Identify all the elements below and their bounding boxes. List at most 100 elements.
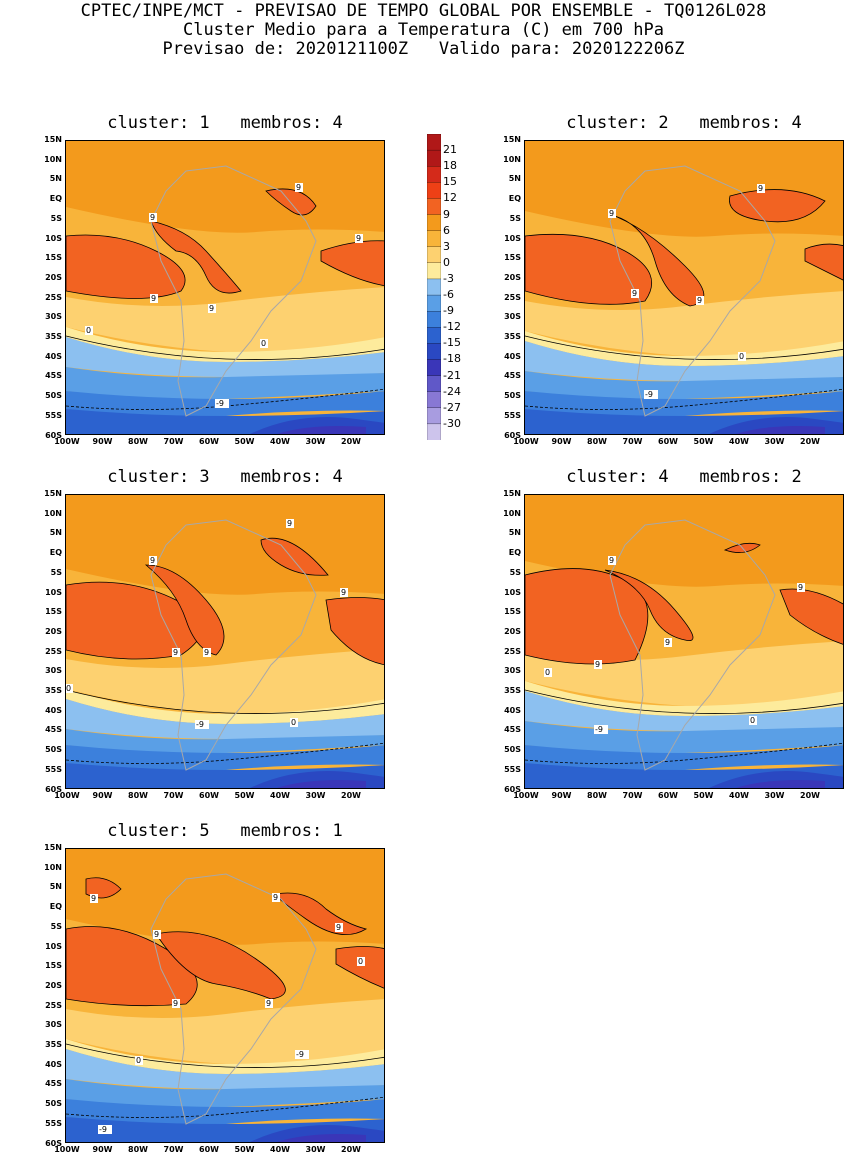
contour-label: 9 — [355, 234, 363, 243]
lat-label: 15N — [44, 135, 62, 144]
colorbar-label: -6 — [443, 288, 454, 302]
shaded-band — [66, 649, 384, 715]
lat-label: 15S — [45, 961, 62, 971]
lat-label: 5S — [509, 213, 521, 223]
lon-label: 20W — [341, 1145, 361, 1154]
lon-label: 60W — [199, 1145, 219, 1154]
lat-label: 10S — [45, 941, 62, 951]
lat-label: 60S — [45, 784, 62, 794]
warm-region-9 — [320, 240, 384, 287]
lat-label: 10S — [504, 587, 521, 597]
lat-label: 15N — [44, 843, 62, 852]
lat-label: 5S — [50, 567, 62, 577]
lon-label: 20W — [800, 437, 820, 446]
colorbar-label: 3 — [443, 239, 450, 253]
lat-label: 35S — [45, 686, 62, 695]
lat-label: 60S — [504, 430, 521, 440]
lat-label: 55S — [45, 410, 62, 420]
contour-label: 9 — [608, 209, 616, 218]
contour-label: 9 — [608, 556, 616, 565]
contour-label: 9 — [340, 588, 348, 597]
contour-minus-9 — [66, 1096, 384, 1118]
shaded-band — [525, 391, 843, 419]
lat-label: 5N — [49, 528, 62, 538]
lat-label: 30S — [45, 312, 62, 322]
lat-label: 45S — [45, 371, 62, 381]
contour-0 — [525, 689, 843, 714]
lat-label: EQ — [49, 902, 62, 912]
lon-label: 20W — [341, 437, 361, 446]
lat-label: 15N — [503, 489, 521, 498]
lat-label: 20S — [504, 272, 521, 282]
colorbar-swatch — [427, 278, 441, 296]
colorbar-label: 12 — [443, 191, 457, 205]
lat-label: 40S — [504, 351, 521, 361]
colorbar-swatch — [427, 327, 441, 345]
lat-label: 10N — [503, 508, 521, 518]
shaded-band — [276, 780, 366, 788]
lat-label: 55S — [504, 764, 521, 774]
svg-text:-9: -9 — [595, 725, 603, 734]
shaded-band — [525, 495, 843, 587]
lat-label: 40S — [504, 705, 521, 715]
panel-title-3: cluster: 3 membros: 4 — [107, 467, 343, 487]
contour-label: 9 — [696, 296, 704, 305]
lat-label: 5N — [49, 882, 62, 892]
map-panel-4: 9 9 9 9 0 0 -9 — [524, 494, 844, 789]
lat-label: 20S — [45, 626, 62, 636]
lon-label: 20W — [341, 791, 361, 800]
colorbar-label: -30 — [443, 416, 461, 430]
svg-text:9: 9 — [173, 648, 178, 657]
contour-label: -9 — [215, 399, 229, 408]
shaded-band — [525, 291, 843, 357]
shaded-band — [525, 341, 843, 381]
svg-text:9: 9 — [91, 894, 96, 903]
lat-label: 50S — [45, 391, 62, 401]
lat-label: EQ — [508, 548, 521, 558]
lat-label: 10S — [45, 587, 62, 597]
colorbar-swatch — [427, 311, 441, 328]
panel-title-4: cluster: 4 membros: 2 — [566, 467, 802, 487]
colorbar-swatch — [427, 182, 441, 200]
lat-label: 50S — [504, 745, 521, 755]
svg-text:9: 9 — [151, 294, 156, 303]
svg-text:0: 0 — [66, 684, 71, 693]
contour-label: 9 — [272, 893, 280, 902]
lon-label: 80W — [128, 1145, 148, 1154]
shaded-band — [66, 327, 384, 362]
title-line-1: CPTEC/INPE/MCT - PREVISAO DE TEMPO GLOBA… — [80, 1, 767, 21]
warm-region-9 — [604, 569, 694, 642]
contour-label: 9 — [172, 648, 180, 657]
warm-region-9 — [525, 233, 653, 305]
contour-label: 0 — [135, 1056, 143, 1065]
svg-text:9: 9 — [336, 923, 341, 932]
svg-text:-9: -9 — [99, 1125, 107, 1134]
shaded-band — [66, 849, 384, 945]
svg-text:9: 9 — [758, 184, 763, 193]
colorbar-swatch — [427, 198, 441, 216]
colorbar-label: -27 — [443, 400, 461, 414]
shaded-band — [276, 1134, 366, 1142]
shaded-band — [66, 367, 384, 400]
contour-label: 9 — [172, 999, 180, 1008]
lat-label: 20S — [45, 980, 62, 990]
colorbar-label: 9 — [443, 207, 450, 221]
lat-label: 25S — [45, 292, 62, 302]
lat-label: 15S — [504, 607, 521, 617]
shaded-band — [66, 1049, 384, 1089]
contour-label: 9 — [664, 638, 672, 647]
lat-label: 15S — [45, 607, 62, 617]
lat-label: 40S — [45, 351, 62, 361]
contour-label: 0 — [357, 957, 365, 966]
lat-label: 30S — [45, 1020, 62, 1030]
lat-label: 55S — [504, 410, 521, 420]
svg-text:-9: -9 — [296, 1050, 304, 1059]
colorbar-swatch — [427, 262, 441, 280]
colorbar-swatch — [427, 343, 441, 361]
contour-label: 0 — [66, 684, 73, 693]
svg-text:0: 0 — [750, 716, 755, 725]
lat-label: 45S — [45, 725, 62, 735]
map-panel-5: 9 9 9 9 9 9 0 0 -9 -9 — [65, 848, 385, 1143]
contour-label: 9 — [335, 923, 343, 932]
contour-0 — [525, 335, 843, 360]
